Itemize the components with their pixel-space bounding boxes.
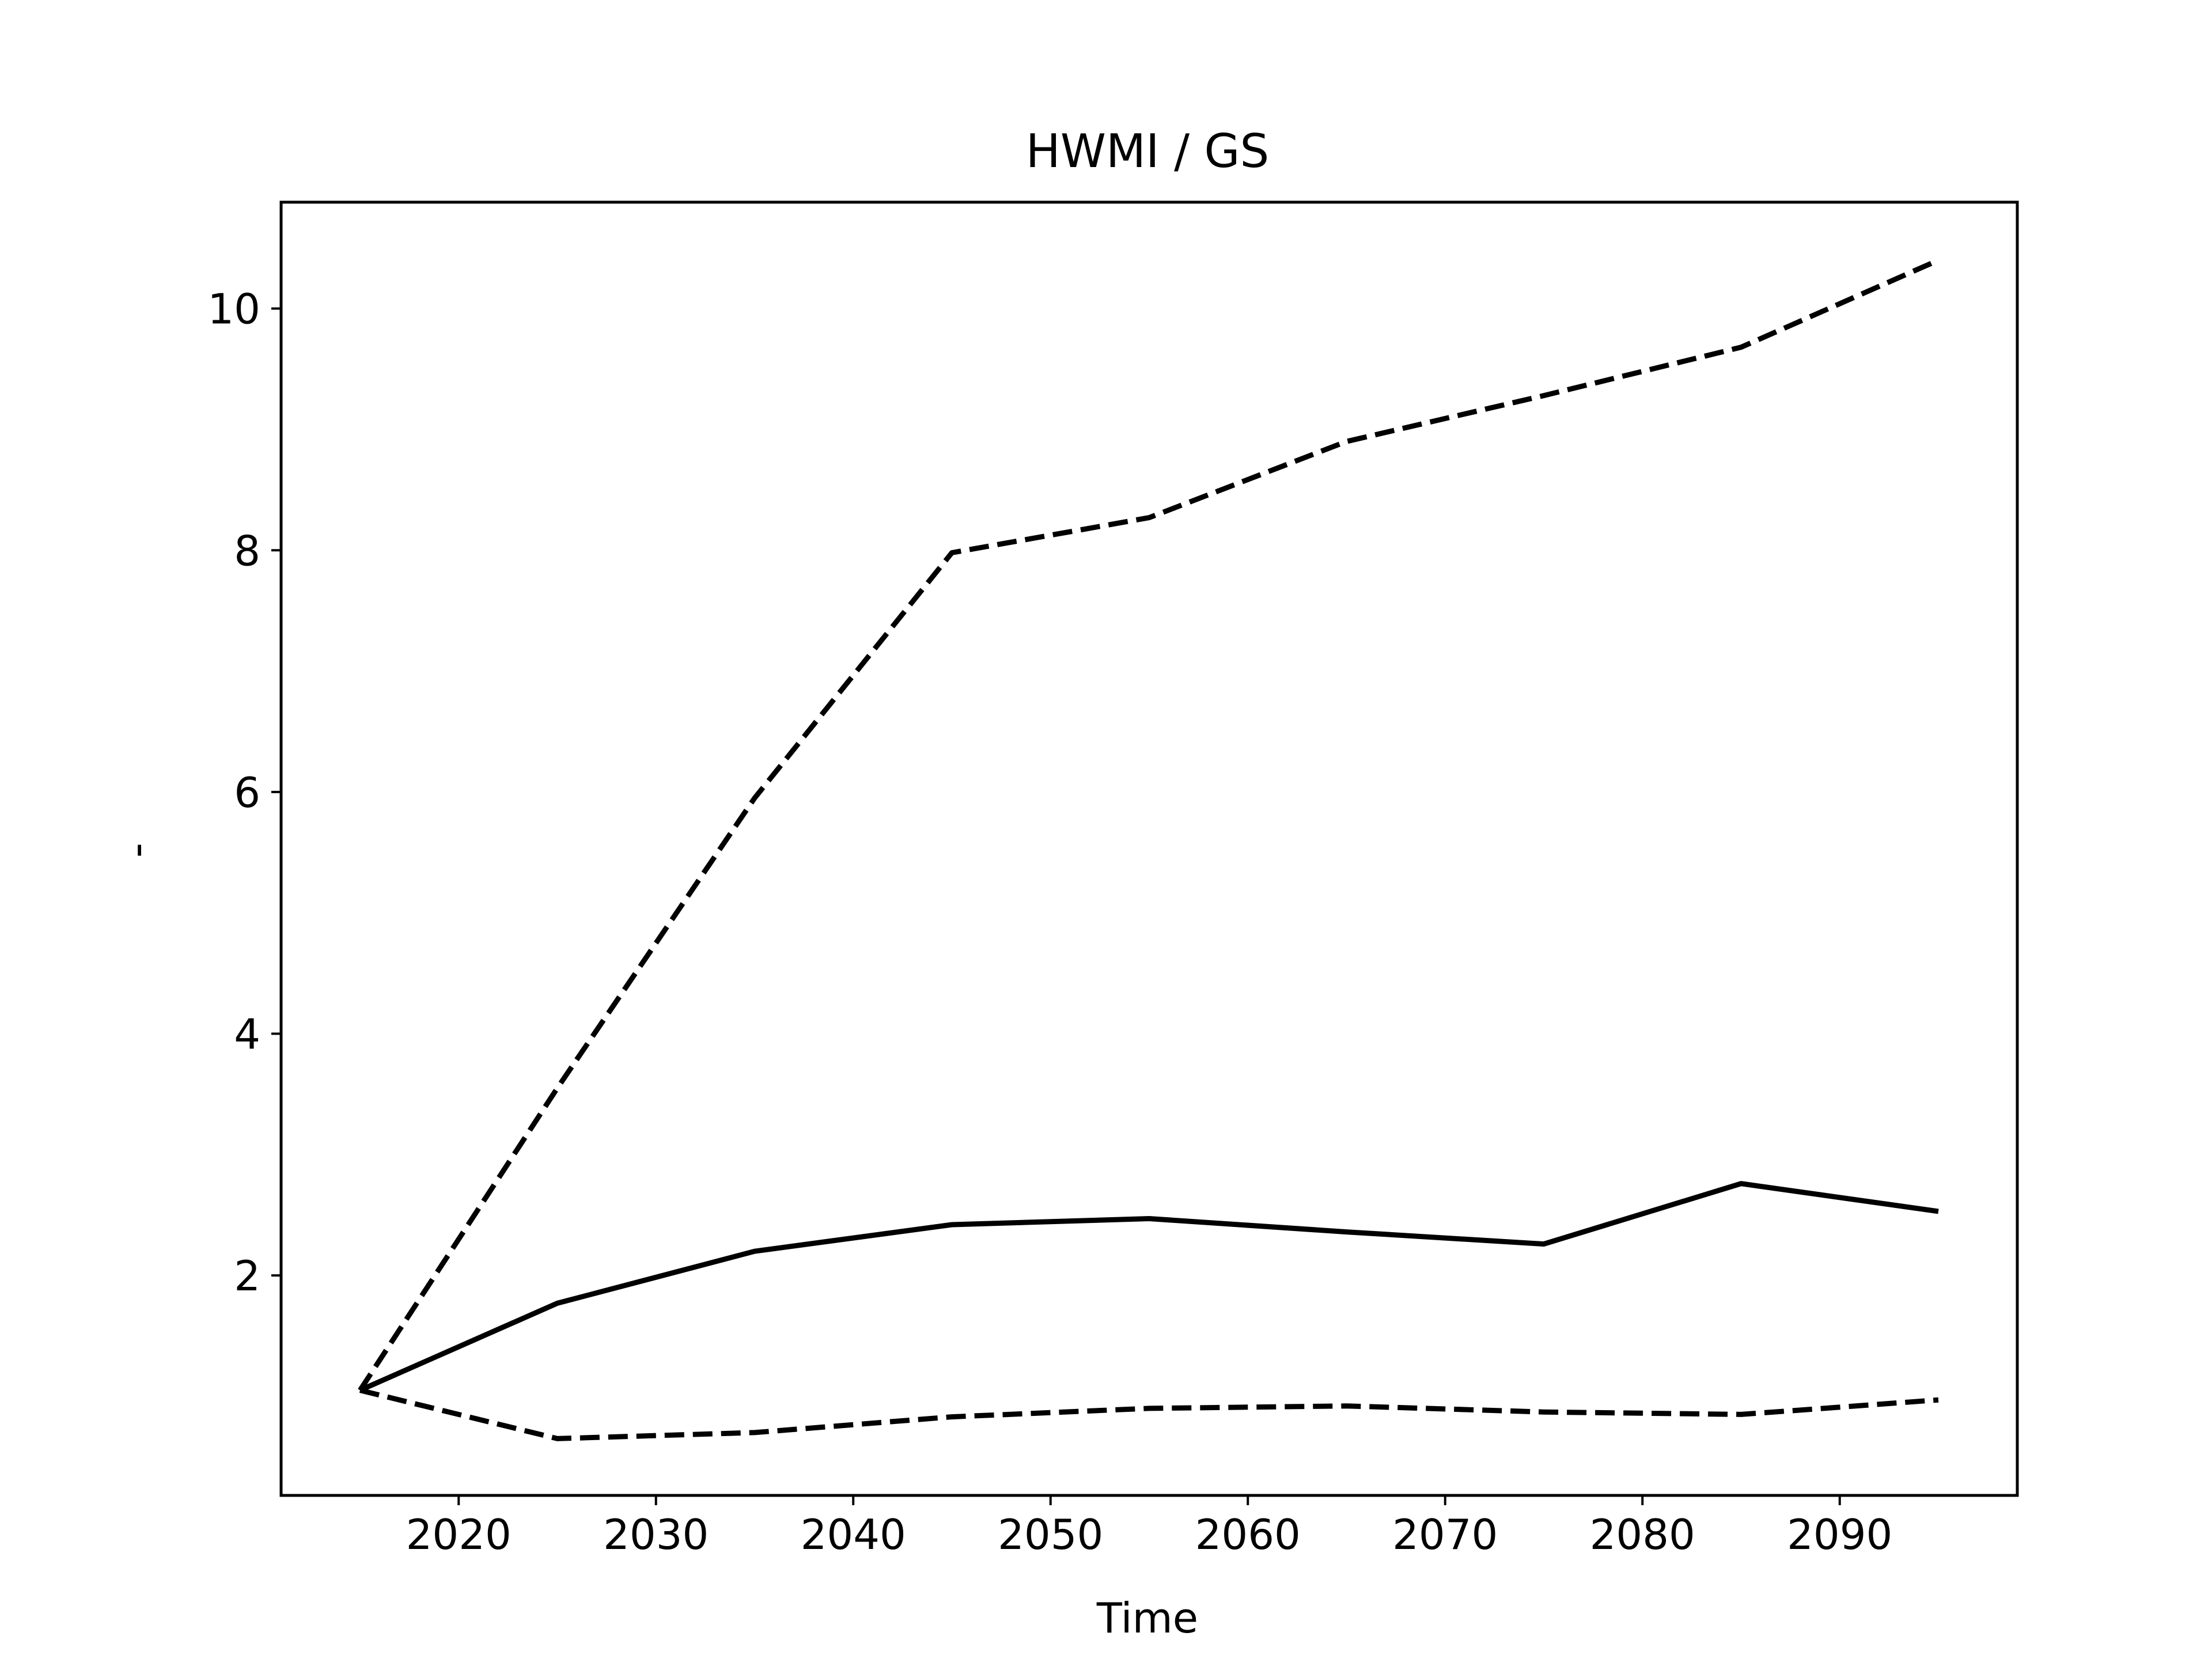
x-tick-label: 2050 xyxy=(998,1510,1103,1559)
x-tick-label: 2080 xyxy=(1590,1510,1695,1559)
y-tick-label: 4 xyxy=(234,1010,260,1059)
y-tick-label: 8 xyxy=(234,527,260,575)
y-tick-label: 6 xyxy=(234,768,260,817)
series-line-2-dashed xyxy=(358,257,1940,1392)
x-tick-label: 2090 xyxy=(1787,1510,1892,1559)
x-tick-label: 2070 xyxy=(1392,1510,1498,1559)
chart-title: HWMI / GS xyxy=(1026,124,1269,178)
series-line-1-solid xyxy=(359,1181,1939,1393)
series-line-3-dashed xyxy=(359,1388,1939,1441)
x-tick-label: 2020 xyxy=(406,1510,512,1559)
plot-frame xyxy=(279,200,2019,1497)
y-axis-ticks: 2 4 6 8 10 xyxy=(207,285,281,1300)
x-tick-label: 2030 xyxy=(603,1510,709,1559)
x-tick-label: 2040 xyxy=(801,1510,906,1559)
x-tick-label: 2060 xyxy=(1195,1510,1301,1559)
x-axis-label: Time xyxy=(1096,1594,1198,1642)
y-axis-label: - xyxy=(112,843,161,858)
y-tick-label: 10 xyxy=(207,285,260,334)
x-axis-ticks: 2020 2030 2040 2050 2060 2070 2080 2090 xyxy=(406,1495,1892,1559)
plot-lines xyxy=(358,257,1940,1441)
y-tick-label: 2 xyxy=(234,1252,260,1300)
